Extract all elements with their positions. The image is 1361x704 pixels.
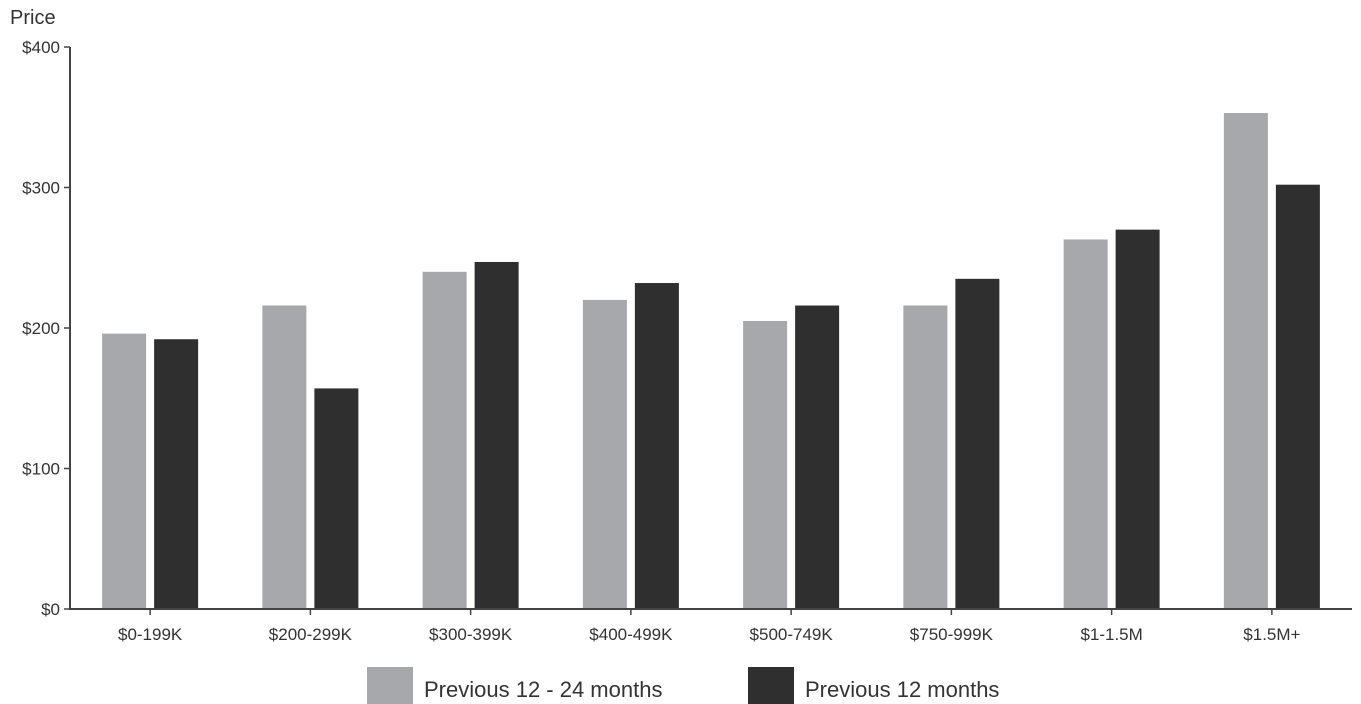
- x-tick-label: $750-999K: [910, 625, 994, 644]
- x-tick-label: $500-749K: [750, 625, 834, 644]
- bars: [102, 113, 1320, 610]
- bar-previous-12-months: [1275, 184, 1320, 609]
- y-tick-label: $400: [22, 38, 60, 57]
- y-axis-ticks: $0 $100 $200 $300 $400: [22, 38, 70, 619]
- legend-label: Previous 12 months: [805, 677, 999, 702]
- x-tick-label: $1-1.5M: [1080, 625, 1142, 644]
- y-tick-label: $0: [41, 600, 60, 619]
- y-tick-label: $200: [22, 319, 60, 338]
- x-tick-label: $300-399K: [429, 625, 513, 644]
- bar-previous-12-24-months: [743, 320, 788, 609]
- x-tick-label: $200-299K: [269, 625, 353, 644]
- x-tick-label: $400-499K: [589, 625, 673, 644]
- legend-swatch: [748, 667, 794, 704]
- legend-label: Previous 12 - 24 months: [424, 677, 662, 702]
- bar-previous-12-24-months: [262, 305, 307, 609]
- bar-previous-12-months: [314, 388, 359, 609]
- bar-previous-12-months: [955, 278, 1000, 609]
- y-tick-label: $100: [22, 460, 60, 479]
- bar-previous-12-24-months: [1063, 239, 1108, 610]
- bar-previous-12-24-months: [903, 305, 948, 609]
- bar-previous-12-24-months: [582, 299, 627, 609]
- x-tick-label: $0-199K: [118, 625, 183, 644]
- legend-swatch: [367, 667, 413, 704]
- bar-previous-12-months: [154, 339, 199, 609]
- bar-previous-12-24-months: [422, 271, 467, 609]
- x-axis-ticks: $0-199K $200-299K $300-399K $400-499K $500-7…: [118, 609, 1301, 644]
- bar-previous-12-months: [474, 261, 519, 609]
- y-axis-title: Price: [10, 7, 56, 29]
- bar-previous-12-months: [1115, 229, 1160, 609]
- x-tick-label: $1.5M+: [1243, 625, 1300, 644]
- bar-previous-12-24-months: [1223, 113, 1268, 609]
- bar-previous-12-24-months: [102, 333, 147, 609]
- bar-previous-12-months: [795, 305, 840, 609]
- legend: Previous 12 - 24 months Previous 12 month…: [367, 667, 999, 704]
- bar-previous-12-months: [634, 283, 679, 609]
- y-tick-label: $300: [22, 179, 60, 198]
